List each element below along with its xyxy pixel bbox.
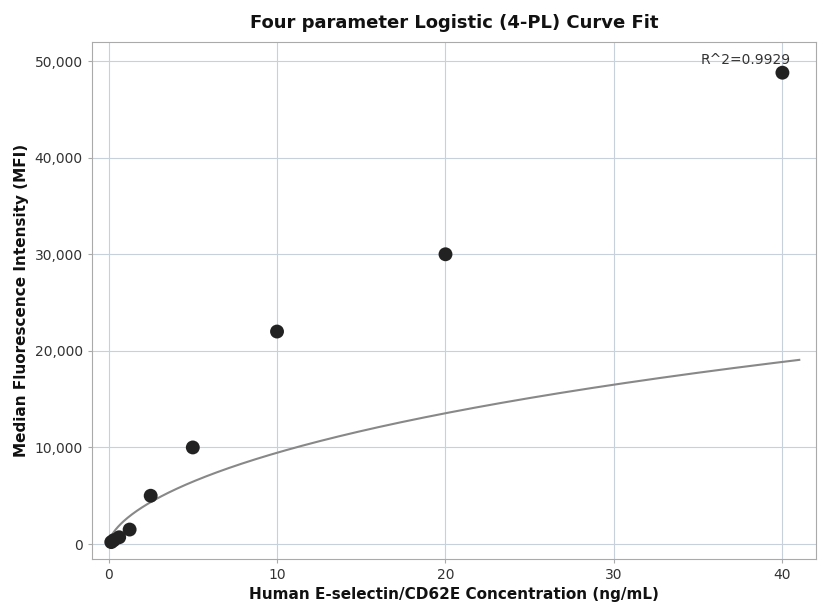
Point bbox=[144, 491, 158, 501]
Point bbox=[776, 68, 789, 78]
Point bbox=[105, 537, 118, 547]
Point bbox=[271, 326, 284, 336]
Point bbox=[113, 532, 126, 542]
Point bbox=[123, 525, 136, 535]
Point bbox=[186, 442, 199, 452]
Point bbox=[107, 535, 120, 545]
Y-axis label: Median Fluorescence Intensity (MFI): Median Fluorescence Intensity (MFI) bbox=[14, 144, 29, 456]
Point bbox=[439, 249, 452, 259]
Text: R^2=0.9929: R^2=0.9929 bbox=[701, 54, 791, 67]
X-axis label: Human E-selectin/CD62E Concentration (ng/mL): Human E-selectin/CD62E Concentration (ng… bbox=[249, 587, 659, 602]
Title: Four parameter Logistic (4-PL) Curve Fit: Four parameter Logistic (4-PL) Curve Fit bbox=[250, 14, 658, 32]
